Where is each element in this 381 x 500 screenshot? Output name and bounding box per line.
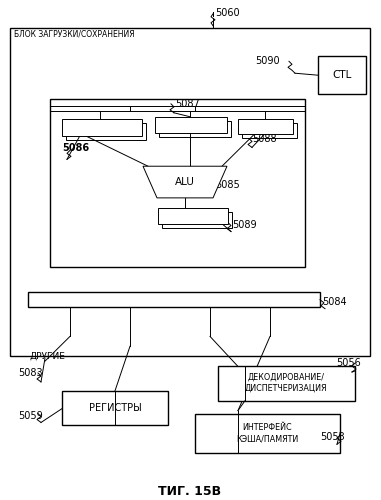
Text: БЛОК ЗАГРУЗКИ/СОХРАНЕНИЯ: БЛОК ЗАГРУЗКИ/СОХРАНЕНИЯ	[14, 30, 134, 38]
Bar	[62, 391, 168, 426]
Text: 5060: 5060	[215, 8, 240, 18]
Text: РЕГИСТРЫ: РЕГИСТРЫ	[89, 402, 141, 412]
Bar	[162, 212, 232, 228]
Text: 5085: 5085	[215, 180, 240, 190]
Text: ИНТЕРФЕЙС
КЭША/ПАМЯТИ: ИНТЕРФЕЙС КЭША/ПАМЯТИ	[236, 424, 298, 444]
Bar	[195, 414, 340, 453]
Text: ДРУГИЕ: ДРУГИЕ	[30, 351, 66, 360]
Text: 5087: 5087	[175, 99, 200, 109]
Text: CTL: CTL	[332, 70, 352, 80]
Text: ALU: ALU	[175, 177, 195, 187]
Bar	[159, 120, 231, 136]
Bar	[66, 122, 146, 140]
Bar	[238, 118, 293, 134]
Bar	[28, 292, 320, 306]
Text: ДЕКОДИРОВАНИЕ/
ДИСПЕТЧЕРИЗАЦИЯ: ДЕКОДИРОВАНИЕ/ ДИСПЕТЧЕРИЗАЦИЯ	[245, 373, 327, 393]
Bar	[155, 116, 227, 132]
Text: 5089: 5089	[232, 220, 257, 230]
Text: 5090: 5090	[255, 56, 280, 66]
Text: 5059: 5059	[18, 410, 43, 420]
Text: ΤИГ. 15В: ΤИГ. 15В	[158, 485, 222, 498]
Text: 5083: 5083	[18, 368, 43, 378]
Text: 5084: 5084	[322, 297, 347, 307]
Bar	[218, 366, 355, 400]
Bar	[158, 208, 228, 224]
Text: 5086: 5086	[62, 144, 89, 154]
Bar	[318, 56, 366, 94]
Text: 5088: 5088	[252, 134, 277, 143]
Bar	[242, 122, 297, 138]
Bar	[62, 118, 142, 136]
Polygon shape	[143, 166, 227, 198]
Text: 5053: 5053	[320, 432, 345, 442]
Bar	[10, 28, 370, 356]
Bar	[50, 99, 305, 267]
Text: 5056: 5056	[336, 358, 361, 368]
